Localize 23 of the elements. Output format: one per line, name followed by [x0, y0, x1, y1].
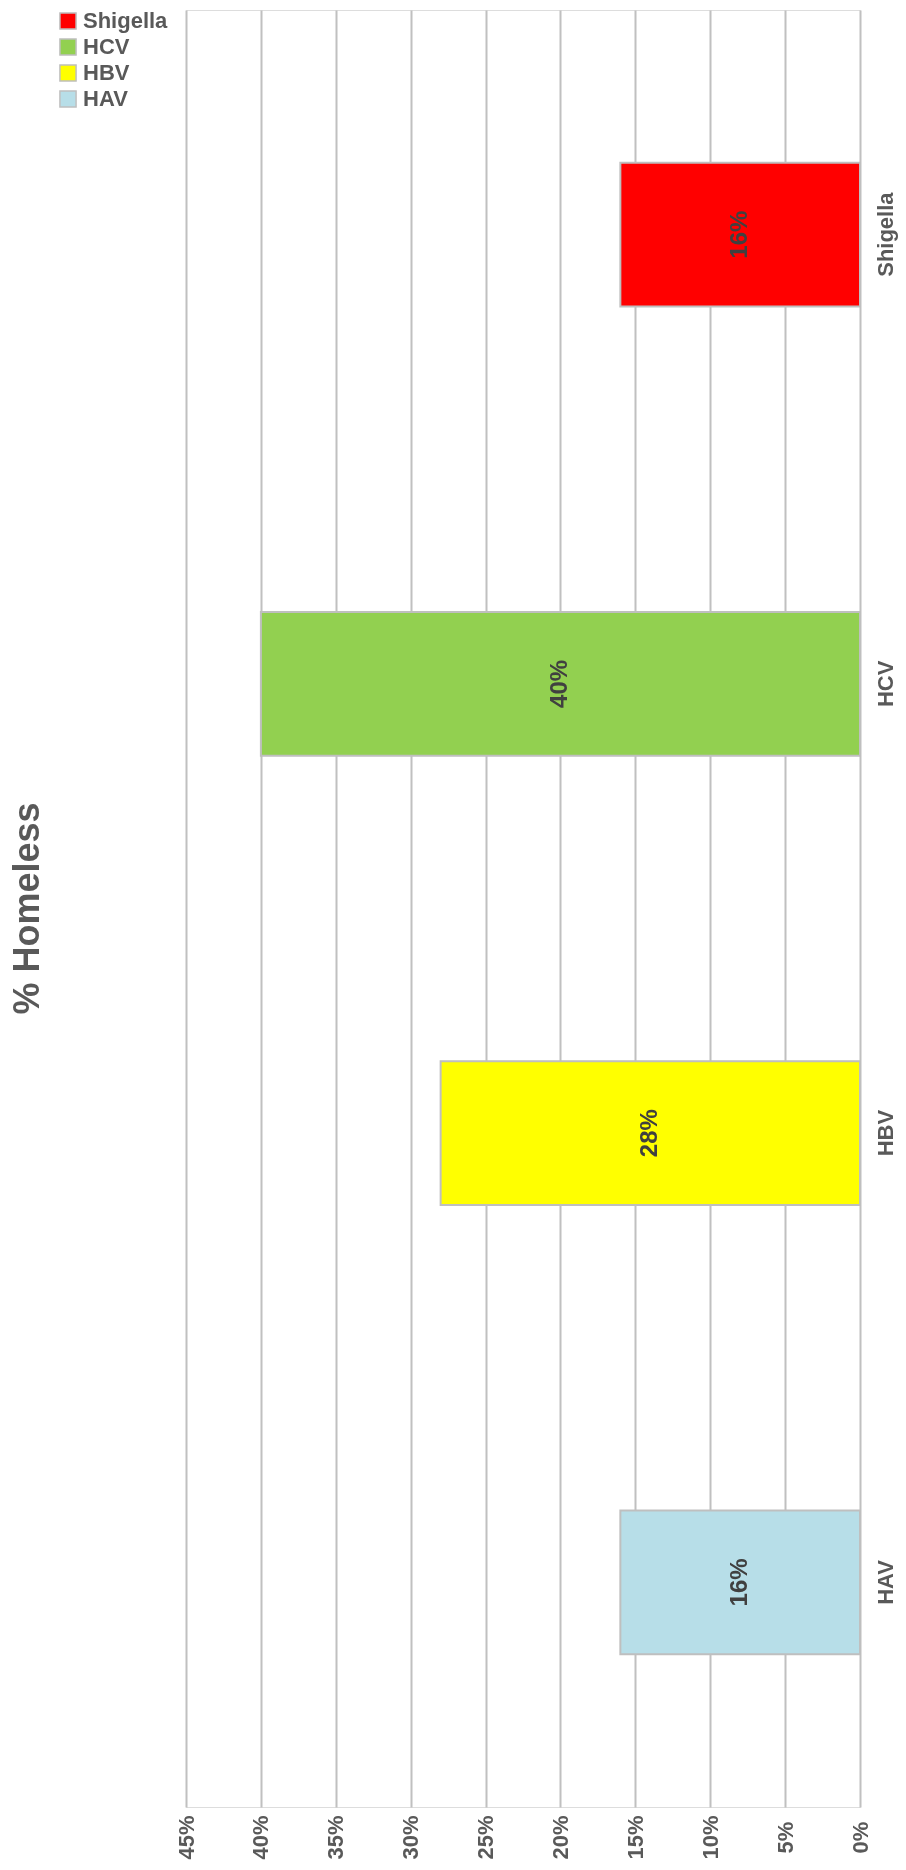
x-tick-label: 0%: [847, 1821, 873, 1854]
x-tick-label: 40%: [248, 1815, 274, 1860]
x-tick-label: 5%: [772, 1821, 798, 1854]
y-tick-label: HAV: [872, 1559, 898, 1605]
text: 16%: [725, 210, 753, 259]
x-tick-label: 35%: [323, 1815, 349, 1860]
x-tick-label: 45%: [173, 1815, 199, 1860]
text: 40%: [545, 659, 573, 708]
text: % Homeless: [6, 802, 47, 1015]
y-tick-label: Shigella: [872, 191, 898, 277]
legend-label: HBV: [83, 60, 130, 85]
text: 16%: [725, 1558, 753, 1607]
y-tick-label: HBV: [872, 1109, 898, 1157]
y-tick-label: HCV: [872, 660, 898, 708]
legend-label: Shigella: [83, 8, 169, 33]
x-tick-label: 30%: [398, 1815, 424, 1860]
legend-label: HCV: [83, 34, 130, 59]
x-tick-label: 10%: [697, 1815, 723, 1860]
text: 28%: [635, 1109, 663, 1158]
x-tick-label: 20%: [547, 1815, 573, 1860]
x-tick-label: 25%: [473, 1815, 499, 1860]
x-tick-label: 15%: [622, 1815, 648, 1860]
legend-label: HAV: [83, 86, 129, 111]
